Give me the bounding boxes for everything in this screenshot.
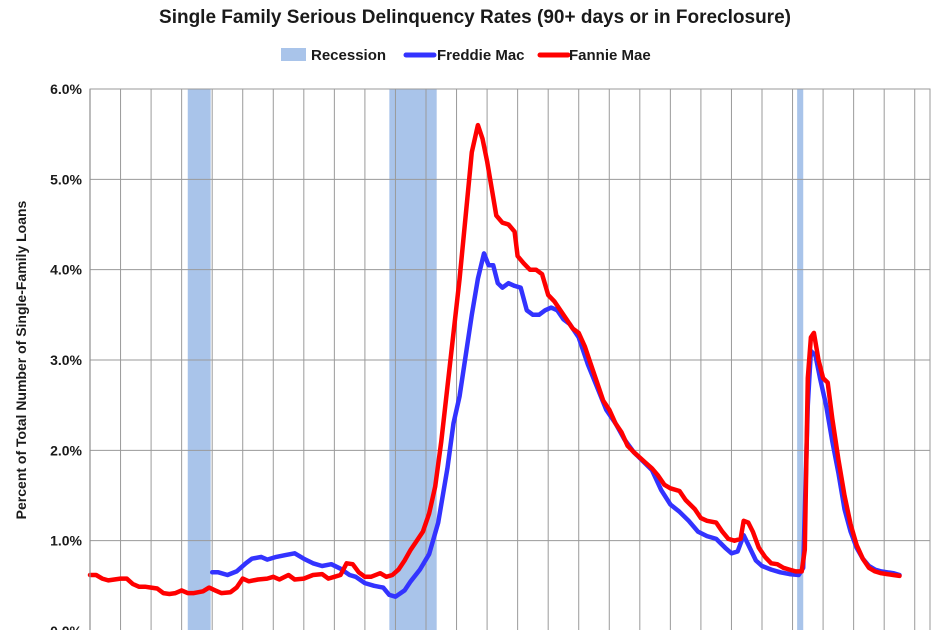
legend-label-fannie-mae: Fannie Mae (569, 47, 651, 64)
y-tick-label: 0.0% (50, 623, 82, 630)
y-tick-label: 1.0% (50, 533, 82, 549)
y-axis-label: Percent of Total Number of Single-Family… (13, 200, 29, 519)
y-tick-label: 2.0% (50, 442, 82, 458)
y-tick-label: 4.0% (50, 262, 82, 278)
axes (89, 88, 931, 630)
legend-label-recession: Recession (311, 47, 386, 64)
legend: Recession Freddie Mac Fannie Mae (281, 47, 651, 64)
gridlines (89, 88, 930, 630)
legend-swatch-recession (281, 48, 306, 61)
plot-border (89, 88, 931, 630)
y-tick-label: 5.0% (50, 171, 82, 187)
y-tick-label: 3.0% (50, 352, 82, 368)
series-lines (87, 122, 902, 599)
y-tick-label: 6.0% (50, 81, 82, 97)
chart-title: Single Family Serious Delinquency Rates … (159, 7, 791, 28)
series-line-fannie-mae (87, 122, 902, 597)
legend-label-freddie-mac: Freddie Mac (437, 47, 525, 64)
y-tick-labels: 0.0% 1.0% 2.0% 3.0% 4.0% 5.0% 6.0% (50, 81, 82, 630)
